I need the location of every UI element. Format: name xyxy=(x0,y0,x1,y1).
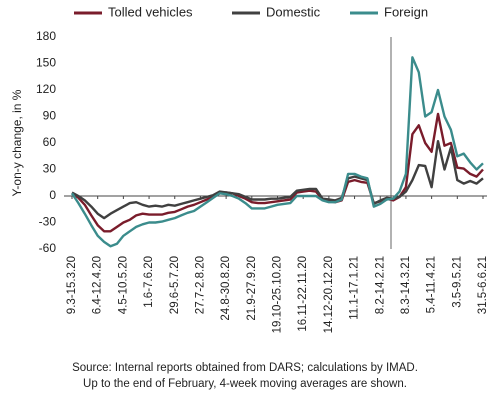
x-tick-label: 21.9-27.9.20 xyxy=(246,256,258,321)
source-note: Source: Internal reports obtained from D… xyxy=(72,362,418,374)
y-tick-label: 30 xyxy=(43,162,57,176)
x-tick-label: 29.6-5.7.20 xyxy=(169,256,181,314)
x-tick-label: 19.10-25.10.20 xyxy=(272,256,284,333)
y-tick-label: 60 xyxy=(43,135,57,149)
x-tick-label: 27.7-2.8.20 xyxy=(194,256,206,314)
y-tick-label: 90 xyxy=(43,109,57,123)
x-tick-label: 5.4-11.4.21 xyxy=(426,256,438,313)
x-tick-label: 1.6-7.6.20 xyxy=(143,256,155,308)
legend-label: Tolled vehicles xyxy=(108,4,193,19)
y-tick-label: -60 xyxy=(39,241,57,255)
legend-label: Domestic xyxy=(266,4,321,19)
series-line xyxy=(70,56,484,248)
x-tick-label: 4.5-10.5.20 xyxy=(117,256,129,314)
y-axis-label: Y-on-y change, in % xyxy=(10,89,24,196)
x-tick-label: 14.12-20.12.20 xyxy=(323,256,335,333)
y-tick-label: 150 xyxy=(36,56,56,70)
x-tick-label: 16.11-22.11.20 xyxy=(297,256,309,332)
x-tick-label: 8.2-14.2.21 xyxy=(374,256,386,314)
x-tick-label: 6.4-12.4.20 xyxy=(92,256,104,314)
y-tick-label: -30 xyxy=(39,215,57,229)
source-note: Up to the end of February, 4-week moving… xyxy=(83,378,407,390)
y-tick-label: 180 xyxy=(36,29,56,43)
x-tick-label: 31.5-6.6.21 xyxy=(477,256,489,314)
x-tick-label: 3.5-9.5.21 xyxy=(451,256,463,308)
series-line xyxy=(71,112,484,233)
legend-label: Foreign xyxy=(384,4,428,19)
y-tick-label: 0 xyxy=(49,188,56,202)
series-line xyxy=(71,140,484,220)
x-tick-label: 11.1-17.1.21 xyxy=(349,256,361,320)
x-tick-label: 8.3-14.3.21 xyxy=(400,256,412,314)
y-tick-label: 120 xyxy=(36,82,56,96)
x-tick-label: 24.8-30.8.20 xyxy=(220,256,232,321)
x-tick-label: 9.3-15.3.20 xyxy=(66,256,78,314)
